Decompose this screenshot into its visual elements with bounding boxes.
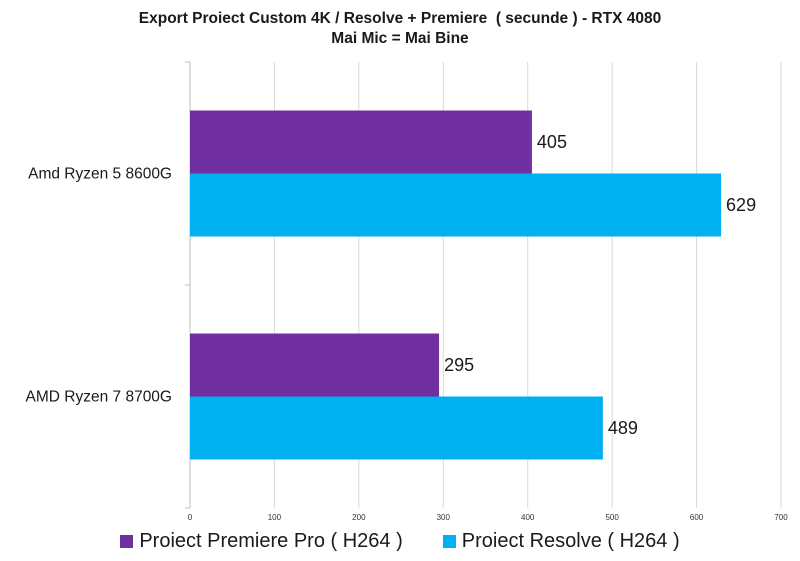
legend-item-resolve: Proiect Resolve ( H264 ) — [442, 530, 680, 553]
bar — [190, 110, 532, 174]
bar — [190, 396, 603, 460]
data-label: 295 — [444, 355, 474, 375]
data-label: 489 — [608, 418, 638, 438]
x-tick-label: 200 — [352, 513, 366, 522]
x-tick-label: 600 — [690, 513, 704, 522]
category-label: AMD Ryzen 7 8700G — [26, 389, 172, 406]
x-tick-label: 400 — [521, 513, 535, 522]
x-tick-label: 700 — [774, 513, 788, 522]
legend-item-premiere: Proiect Premiere Pro ( H264 ) — [120, 530, 403, 553]
legend-label-resolve: Proiect Resolve ( H264 ) — [461, 530, 680, 552]
data-label: 629 — [726, 195, 756, 215]
chart-legend: Proiect Premiere Pro ( H264 ) Proiect Re… — [0, 530, 800, 553]
data-label: 405 — [537, 132, 567, 152]
bar — [190, 333, 440, 397]
x-tick-label: 0 — [188, 513, 193, 522]
chart-title-block: Export Proiect Custom 4K / Resolve + Pre… — [0, 9, 800, 49]
chart-title: Export Proiect Custom 4K / Resolve + Pre… — [138, 10, 662, 27]
legend-label-premiere: Proiect Premiere Pro ( H264 ) — [139, 530, 403, 552]
legend-swatch-premiere — [120, 535, 134, 548]
legend-swatch-resolve — [442, 535, 456, 548]
x-tick-label: 500 — [605, 513, 619, 522]
x-tick-label: 300 — [437, 513, 451, 522]
chart-subtitle: Mai Mic = Mai Bine — [331, 30, 469, 47]
bar — [190, 173, 722, 237]
category-label: Amd Ryzen 5 8600G — [28, 166, 172, 183]
x-tick-label: 100 — [268, 513, 282, 522]
